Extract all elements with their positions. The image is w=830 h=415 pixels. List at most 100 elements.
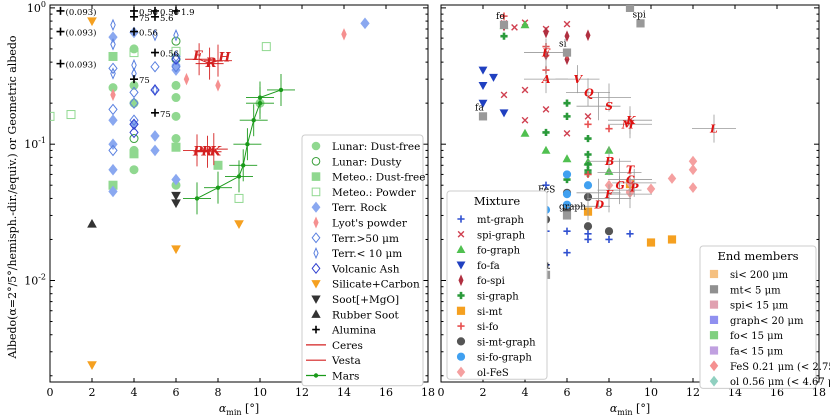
legend-marker [312, 325, 320, 334]
data-point [87, 361, 97, 371]
point-label: 0.56 [160, 8, 179, 18]
data-point [542, 128, 550, 137]
series-volcanic-ash [129, 53, 181, 139]
data-point [605, 235, 613, 244]
point-label: H [217, 50, 231, 65]
data-point [129, 97, 139, 109]
legend-label: fa< 15 μm [730, 347, 784, 358]
legend-label: si-fo-graph [477, 353, 532, 364]
x-tick-label: 14 [337, 386, 351, 399]
legend-marker [456, 337, 466, 346]
point-label: R [205, 56, 217, 71]
data-point [130, 27, 138, 36]
legend-label: Mars [332, 371, 359, 383]
asteroid-type-label: E [541, 47, 551, 60]
legend-label: FeS 0.21 μm (< 2.75 μm) [730, 362, 830, 373]
data-point [688, 164, 698, 176]
x-tick-label: 12 [295, 386, 309, 399]
data-point [129, 118, 139, 131]
data-point [688, 155, 698, 167]
legend-marker [311, 172, 321, 181]
point-label: 75 [160, 110, 171, 120]
data-point [278, 87, 284, 93]
data-point [500, 32, 508, 40]
series-soot-mgo- [171, 191, 181, 209]
data-point [129, 165, 139, 175]
legend-label: fo< 15 μm [730, 331, 784, 342]
legend-label: Volcanic Ash [331, 263, 400, 275]
asteroid-type-label: F [604, 188, 614, 201]
legend-label: fo-spi [477, 276, 505, 287]
data-point [688, 182, 698, 194]
x-tick-label: 0 [47, 386, 54, 399]
data-point [563, 99, 571, 107]
x-tick-label: 4 [131, 386, 138, 399]
x-tick-label: 6 [173, 386, 180, 399]
data-point [563, 112, 571, 120]
data-point [108, 163, 118, 176]
series-mars [183, 73, 295, 215]
legend-label: si-mt-graph [477, 337, 536, 348]
legend-label: mt-graph [477, 215, 524, 226]
plot-frame [49, 4, 429, 383]
legend-marker [709, 331, 719, 340]
data-point [215, 79, 221, 92]
end-member-label: fo [496, 12, 505, 22]
data-point [171, 36, 181, 46]
data-point [130, 12, 138, 21]
legend-marker [311, 280, 321, 289]
legend-label: Meteo.: Powder [332, 187, 417, 199]
x-tick-label: 0 [438, 386, 445, 399]
data-point [56, 6, 65, 15]
data-point [499, 20, 509, 30]
data-point [152, 28, 158, 42]
legend-marker [311, 157, 321, 166]
data-point [108, 114, 118, 126]
legend-label: si-fo [477, 322, 498, 333]
data-point [520, 128, 530, 137]
data-point [257, 95, 263, 100]
data-point [108, 185, 118, 198]
data-point [172, 6, 180, 15]
data-point [500, 91, 508, 99]
legend-label: Terr. Rock [332, 202, 387, 214]
legend-label: Ceres [332, 340, 363, 352]
point-label: 0.56 [160, 50, 179, 60]
data-point [213, 160, 223, 170]
legend-marker [457, 322, 465, 330]
data-point [667, 173, 677, 184]
data-point [171, 191, 181, 201]
legend-marker [456, 352, 466, 361]
data-point [87, 17, 97, 27]
y-axis-label: Albedo(α=2°/5°/hemisph.-dir./equiv.) or … [6, 35, 19, 359]
asteroid-type-label: B [604, 155, 614, 168]
data-point [542, 106, 550, 113]
legend-marker [457, 215, 465, 223]
point-label: 0.56 [139, 29, 158, 39]
legend-mixture: Mixture mt-graph spi-graph fo-graph fo-fa fo-… [446, 190, 548, 380]
data-point [584, 112, 592, 120]
legend-label: Lunar: Dusty [332, 156, 401, 168]
data-point [129, 134, 139, 144]
data-point [129, 126, 139, 139]
data-point [646, 183, 656, 195]
legend-marker [457, 230, 465, 238]
point-label: K [209, 144, 222, 159]
point-label: (0.093) [66, 60, 97, 71]
y-tick-label: 10-2 [24, 272, 46, 287]
data-point [562, 48, 572, 57]
series-si-graph [500, 32, 592, 184]
data-point [171, 199, 181, 209]
data-point [562, 170, 572, 179]
legend-marker [311, 232, 321, 244]
data-point [251, 117, 256, 123]
legend-title: Mixture [474, 194, 520, 208]
data-point [626, 230, 634, 238]
data-point [194, 196, 200, 201]
legend-label: Rubber Soot [332, 309, 400, 321]
data-point [171, 111, 181, 121]
end-member-label: FeS [538, 185, 555, 195]
data-point [108, 103, 118, 116]
point-label: 0.56 [139, 8, 158, 18]
